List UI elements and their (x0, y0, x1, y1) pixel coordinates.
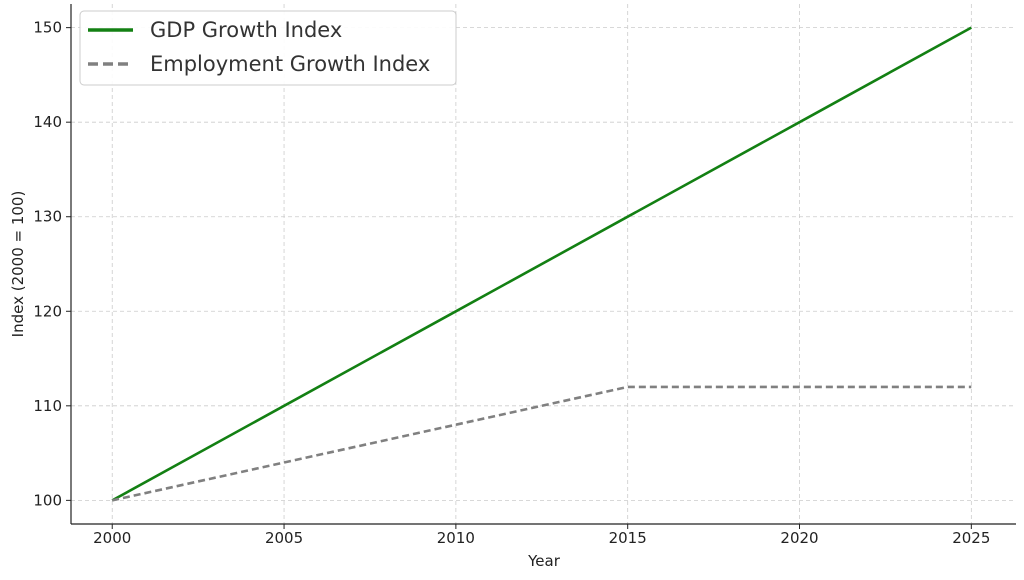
x-tick-label: 2010 (437, 529, 475, 547)
x-axis-ticks: 2000 2005 2010 2015 2020 2025 (93, 524, 990, 547)
x-tick-label: 2000 (93, 529, 131, 547)
legend: GDP Growth Index Employment Growth Index (79, 10, 457, 86)
x-axis-label: Year (527, 552, 561, 570)
legend-label-0: GDP Growth Index (150, 18, 342, 42)
axes (70, 4, 1016, 525)
x-tick-label: 2005 (265, 529, 303, 547)
y-tick-label: 150 (33, 19, 62, 37)
x-tick-label: 2015 (609, 529, 647, 547)
series-line-1 (111, 385, 972, 502)
y-axis-label: Index (2000 = 100) (9, 191, 27, 338)
y-axis-ticks: 100 110 120 130 140 150 (33, 19, 71, 509)
y-tick-label: 140 (33, 113, 62, 131)
legend-label-1: Employment Growth Index (150, 52, 430, 76)
series-line-0 (111, 26, 972, 502)
y-tick-label: 100 (33, 491, 62, 509)
series-layer (111, 26, 972, 502)
legend-box (79, 10, 457, 86)
x-tick-label: 2020 (780, 529, 818, 547)
y-tick-label: 110 (33, 397, 62, 415)
y-tick-label: 130 (33, 208, 62, 226)
x-tick-label: 2025 (952, 529, 990, 547)
y-tick-label: 120 (33, 302, 62, 320)
